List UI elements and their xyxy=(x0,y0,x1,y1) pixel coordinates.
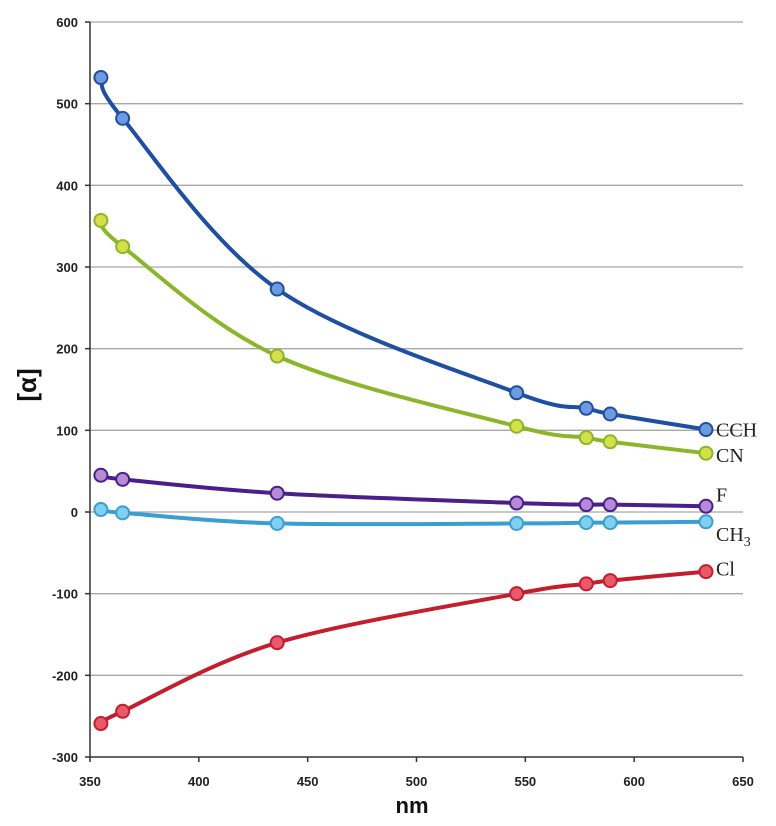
y-tick-label: 100 xyxy=(56,423,78,438)
grid-lines xyxy=(90,21,743,676)
data-point-f xyxy=(578,497,594,513)
data-point-ch3 xyxy=(269,515,285,531)
series-label-cch: CCH xyxy=(716,420,757,442)
data-point-cn xyxy=(269,348,285,364)
data-point-cch xyxy=(115,110,131,126)
x-tick-label: 400 xyxy=(188,774,210,789)
y-tick-label: 400 xyxy=(56,178,78,193)
series-label-cl: Cl xyxy=(716,559,735,581)
data-point-cl xyxy=(93,716,109,732)
x-axis-title: nm xyxy=(396,793,429,818)
y-tick-label: -200 xyxy=(52,668,78,683)
data-point-cl xyxy=(115,703,131,719)
data-point-cl xyxy=(509,586,525,602)
data-point-f xyxy=(115,471,131,487)
series-labels: CCH CN F CH3 Cl xyxy=(716,420,757,581)
data-point-cl xyxy=(602,573,618,589)
y-tick-label: 200 xyxy=(56,342,78,357)
y-tick-label: 600 xyxy=(56,15,78,30)
data-point-cl xyxy=(698,564,714,580)
y-tick-label: 500 xyxy=(56,97,78,112)
series-label-cn: CN xyxy=(716,445,744,467)
data-point-cn xyxy=(602,434,618,450)
data-point-cn xyxy=(93,212,109,228)
data-point-cch xyxy=(269,281,285,297)
data-point-cl xyxy=(578,576,594,592)
y-tick-label: 300 xyxy=(56,260,78,275)
y-tick-label: 0 xyxy=(71,505,78,520)
series xyxy=(93,70,714,732)
data-point-ch3 xyxy=(115,505,131,521)
data-point-ch3 xyxy=(578,515,594,531)
data-point-ch3 xyxy=(602,515,618,531)
data-point-ch3 xyxy=(93,502,109,518)
data-point-ch3 xyxy=(698,514,714,530)
data-point-cn xyxy=(115,239,131,255)
series-label-f: F xyxy=(716,484,727,506)
data-point-cl xyxy=(269,635,285,651)
y-tick-label: -300 xyxy=(52,750,78,765)
data-point-cn xyxy=(578,430,594,446)
series-line-cch xyxy=(98,75,708,432)
y-tick-label: -100 xyxy=(52,587,78,602)
axes xyxy=(85,21,744,762)
data-point-ch3 xyxy=(509,515,525,531)
data-point-f xyxy=(93,467,109,483)
y-axis-title: [α] xyxy=(12,368,42,401)
data-point-cn xyxy=(698,445,714,461)
data-point-f xyxy=(602,497,618,513)
x-tick-label: 600 xyxy=(623,774,645,789)
data-point-cch xyxy=(93,70,109,86)
data-point-f xyxy=(269,485,285,501)
x-tick-label: 450 xyxy=(297,774,319,789)
data-point-cch xyxy=(698,422,714,438)
series-line-cl xyxy=(98,569,708,726)
data-point-cch xyxy=(509,385,525,401)
data-point-cch xyxy=(602,406,618,422)
x-tick-label: 550 xyxy=(514,774,536,789)
data-point-cn xyxy=(509,418,525,434)
x-tick-label: 650 xyxy=(732,774,754,789)
tick-labels: -300 -200 -100 0 100 200 300 400 500 600 350 400 450… xyxy=(52,15,754,789)
data-point-cch xyxy=(578,400,594,416)
data-point-f xyxy=(509,495,525,511)
x-tick-label: 500 xyxy=(406,774,428,789)
series-label-ch3: CH3 xyxy=(716,524,751,550)
x-tick-label: 350 xyxy=(79,774,101,789)
data-point-f xyxy=(698,498,714,514)
